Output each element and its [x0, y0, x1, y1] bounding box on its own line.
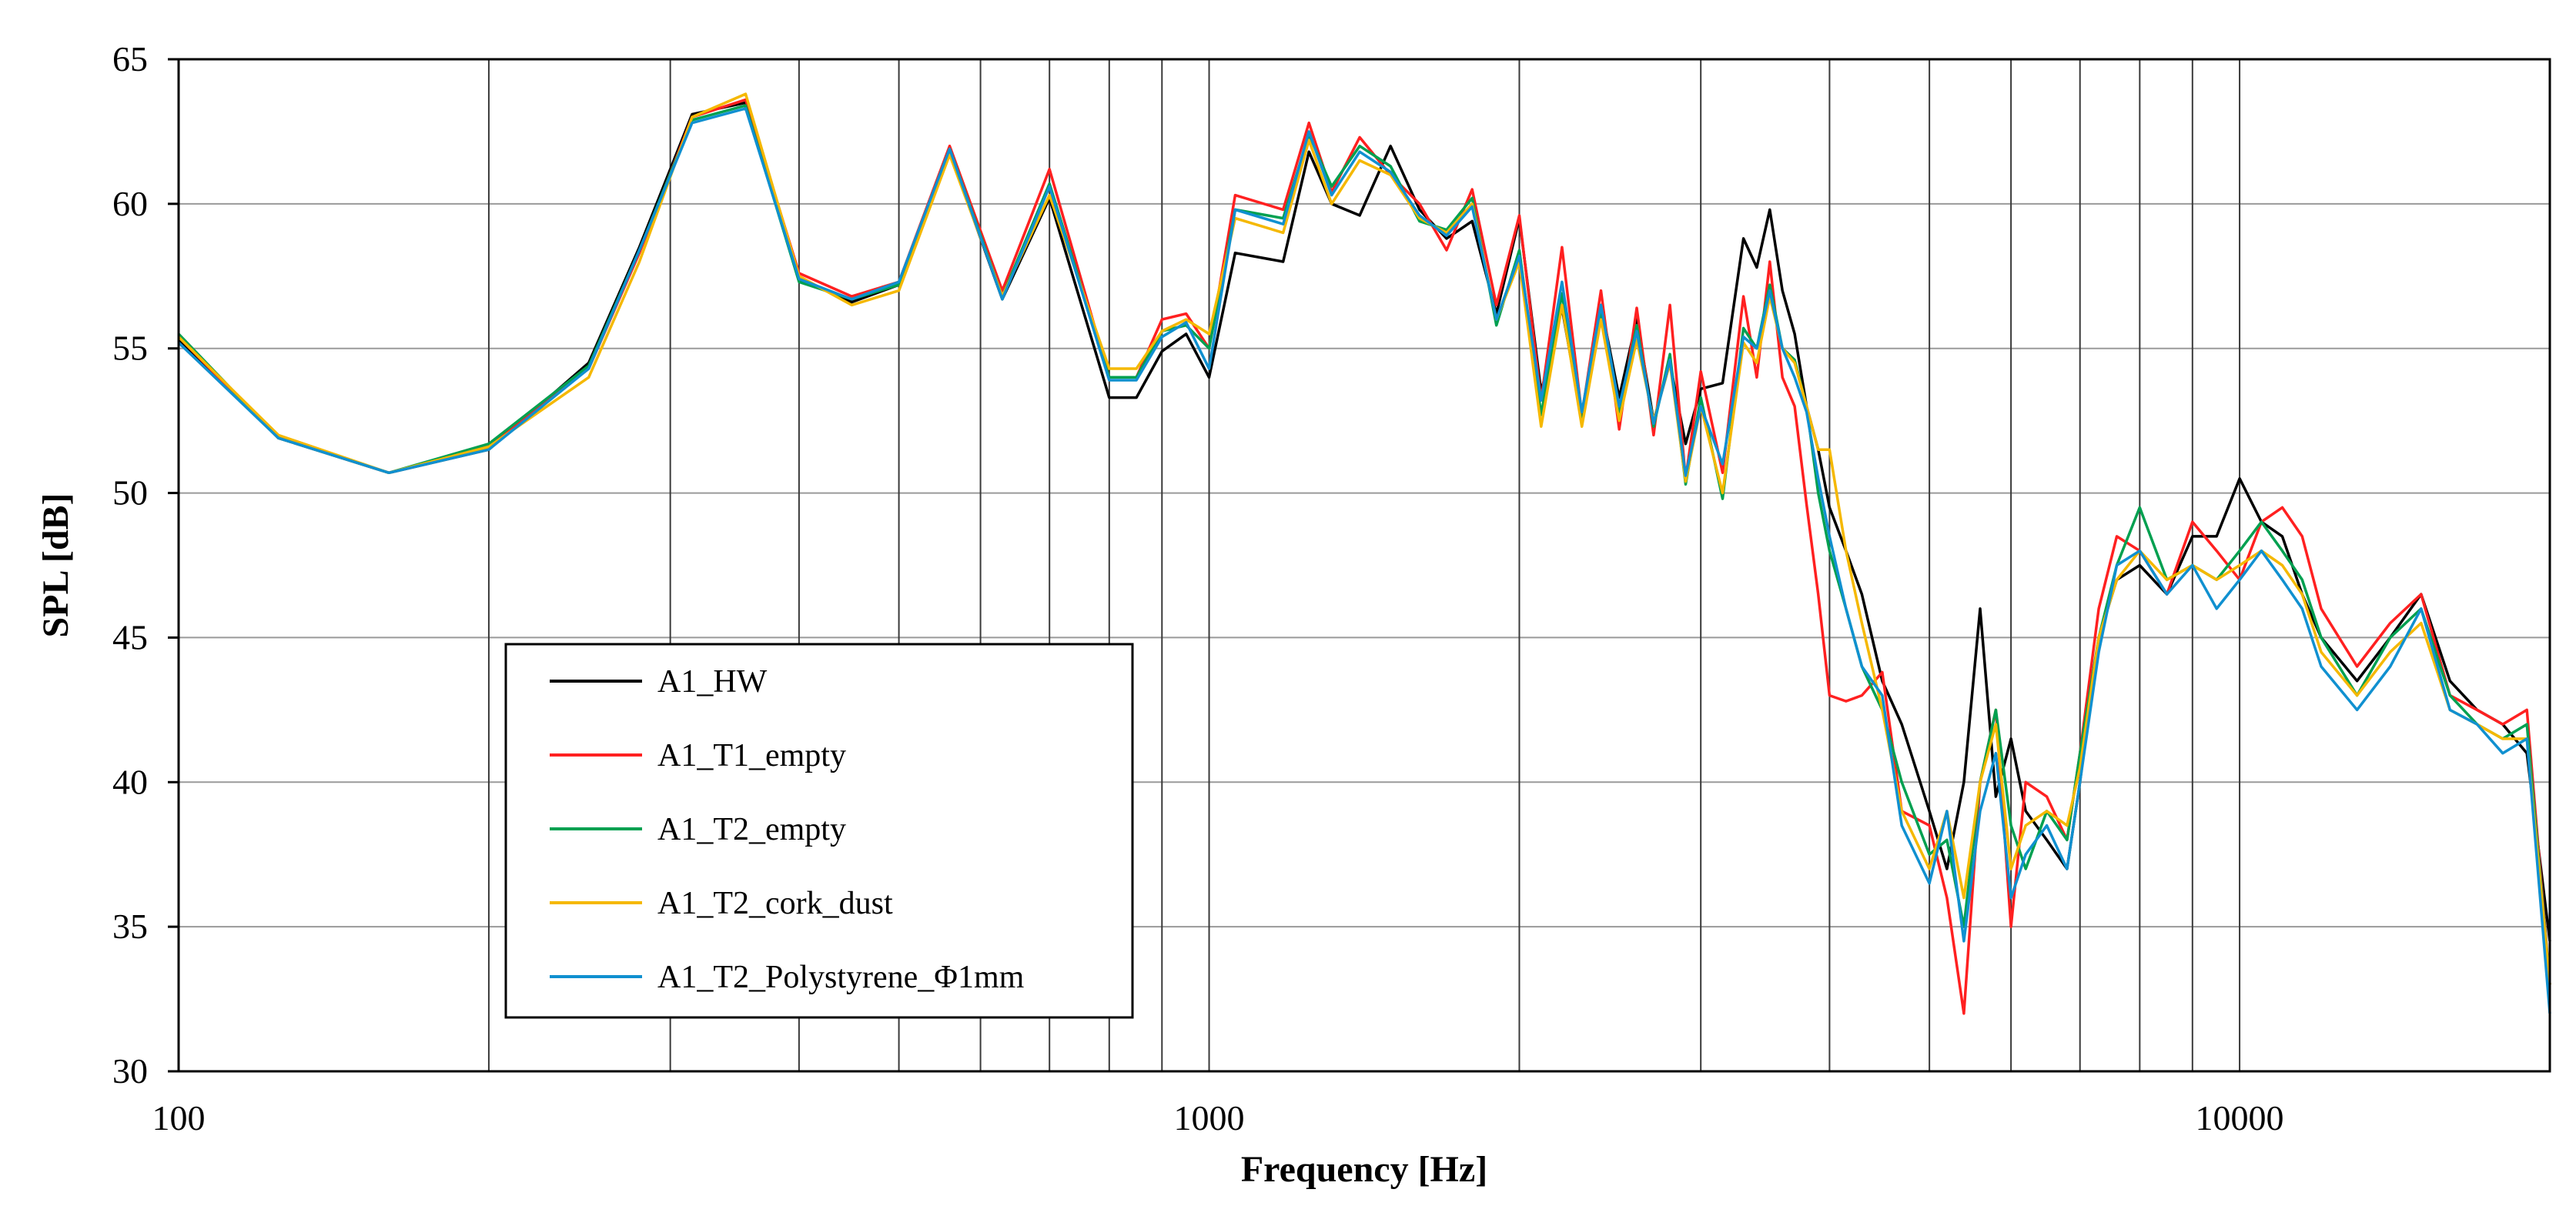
y-tick-label-60: 60 [112, 184, 148, 223]
y-tick-label-30: 30 [112, 1051, 148, 1091]
y-tick-label-65: 65 [112, 39, 148, 79]
y-tick-label-35: 35 [112, 907, 148, 946]
legend-box [504, 643, 1134, 1019]
legend: A1_HW A1_T1_empty A1_T2_empty A1_T2_cork_du… [504, 643, 1134, 1019]
y-tick-label-50: 50 [112, 473, 148, 513]
series-line-4 [177, 107, 2551, 1014]
y-axis-title: SPL [dB] [35, 493, 76, 637]
x-tick-label-100: 100 [152, 1098, 206, 1137]
tick-layer: 30 35 40 45 50 55 60 65 100 1000 10000 [112, 39, 2284, 1137]
x-tick-label-1000: 1000 [1174, 1098, 1245, 1137]
legend-label-0: A1_HW [657, 664, 768, 700]
series-layer [177, 92, 2551, 1015]
y-tick-label-55: 55 [112, 329, 148, 368]
legend-label-4: A1_T2_Polystyrene_Φ1mm [657, 960, 1025, 995]
legend-label-1: A1_T1_empty [657, 738, 846, 773]
series-line-1 [177, 98, 2551, 1015]
legend-label-3: A1_T2_cork_dust [657, 886, 893, 921]
plot-frame [177, 58, 2551, 1073]
y-tick-label-45: 45 [112, 617, 148, 656]
x-tick-label-10000: 10000 [2196, 1098, 2284, 1137]
legend-label-2: A1_T2_empty [657, 812, 846, 847]
y-tick-label-40: 40 [112, 762, 148, 801]
x-axis-title: Frequency [Hz] [1241, 1149, 1487, 1190]
